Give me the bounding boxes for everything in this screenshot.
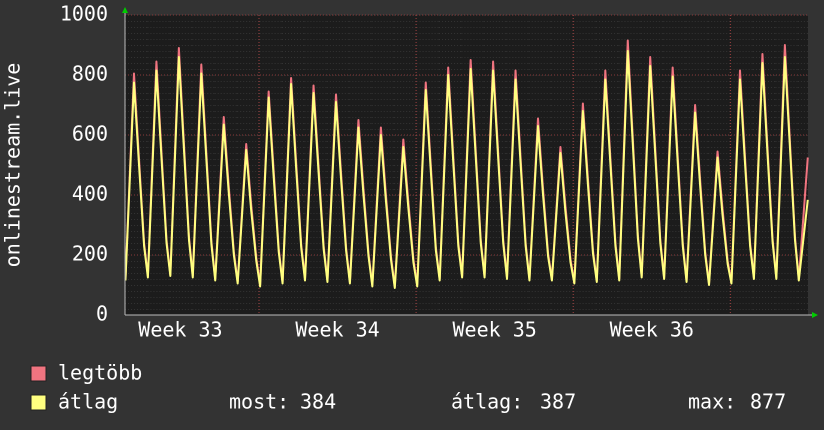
x-arrow [812,312,818,318]
y-tick-label: 400 [72,182,108,206]
x-tick-label: Week 33 [138,318,222,342]
y-tick-label: 1000 [60,2,108,26]
legend-swatch [30,394,47,411]
stat-value: 877 [750,390,786,414]
stat-label: most: [229,390,289,414]
x-tick-label: Week 36 [610,318,694,342]
series-line [124,50,809,289]
legend-label: átlag [58,390,118,414]
stat-value: 384 [300,390,336,414]
legend-label: legtöbb [58,361,142,385]
x-tick-label: Week 35 [453,318,537,342]
y-tick-label: 200 [72,242,108,266]
y-axis-label: onlinestream.live [1,63,25,268]
y-arrow [122,7,128,13]
stat-label: max: [688,390,736,414]
x-tick-label: Week 34 [295,318,379,342]
legend-swatch [30,365,47,382]
y-tick-label: 800 [72,62,108,86]
y-tick-label: 0 [96,302,108,326]
y-tick-label: 600 [72,122,108,146]
stat-value: 387 [540,390,576,414]
stat-label: átlag: [451,390,523,414]
